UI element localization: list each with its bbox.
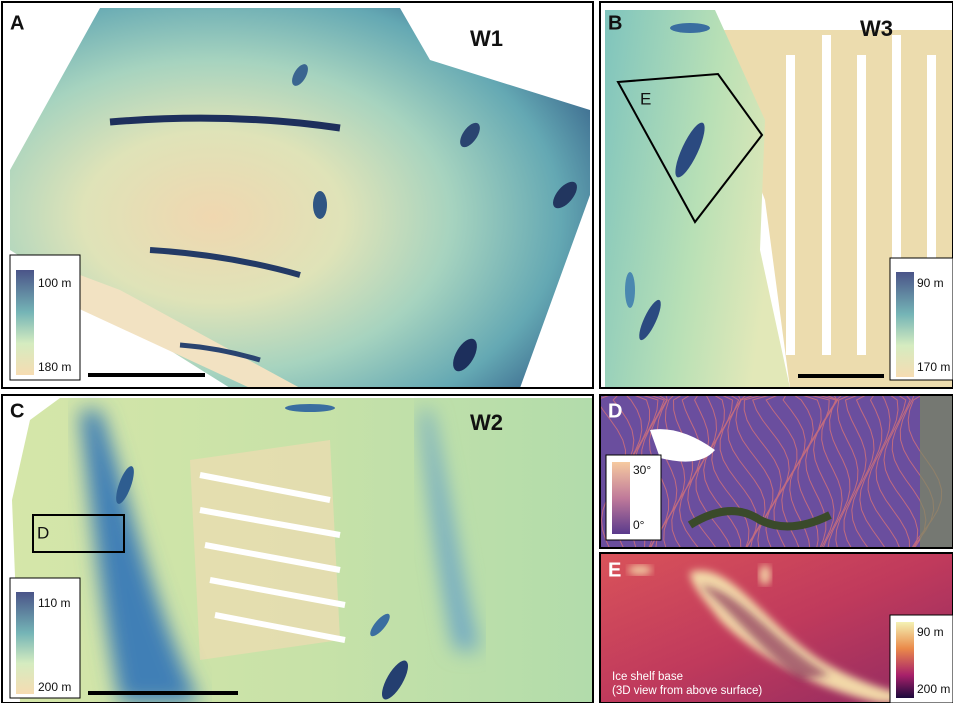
legend-bottom: 170 m <box>917 360 950 374</box>
contour <box>827 395 851 548</box>
feature <box>628 565 652 575</box>
contour <box>851 395 875 548</box>
legend-top: 110 m <box>38 596 70 610</box>
inset-outline <box>616 72 764 224</box>
panel-a <box>10 8 590 388</box>
gap <box>204 542 341 573</box>
gap <box>892 35 901 355</box>
feature <box>639 299 661 341</box>
contour <box>695 395 732 548</box>
ridge <box>687 507 832 531</box>
gap <box>857 55 866 355</box>
feature <box>382 660 408 700</box>
panel-letter: E <box>608 559 621 581</box>
panel-c <box>12 398 593 703</box>
inset-label: D <box>37 523 49 542</box>
contour <box>821 395 843 548</box>
trough <box>80 410 200 703</box>
feature <box>453 338 477 372</box>
contour <box>883 395 919 548</box>
legend-bottom: 0° <box>633 518 645 532</box>
legend-bottom: 200 m <box>38 680 71 694</box>
trough <box>420 410 480 650</box>
feature <box>670 23 710 33</box>
panel-letter: D <box>608 400 622 422</box>
feature <box>460 122 480 148</box>
contour <box>719 395 758 548</box>
contour <box>835 395 859 548</box>
colorbar <box>16 592 34 694</box>
shadow <box>700 585 830 680</box>
colorbar <box>612 462 630 534</box>
ridge <box>690 570 953 703</box>
legend-top: 100 m <box>38 276 71 290</box>
scale-bar <box>88 691 238 695</box>
bathymetry <box>10 8 590 388</box>
colorbar <box>16 270 34 375</box>
inset-outline <box>32 514 125 553</box>
bathymetry <box>605 10 790 388</box>
legend-top: 30° <box>633 463 651 477</box>
panel-border <box>599 552 953 703</box>
feature <box>292 64 308 86</box>
panel-border <box>599 1 953 389</box>
ridge <box>109 114 341 132</box>
legend-bottom: 200 m <box>917 682 950 696</box>
contour <box>655 395 686 548</box>
feature <box>116 466 134 504</box>
legend-bottom: 180 m <box>38 360 71 374</box>
scale-bar <box>798 374 884 378</box>
site-label: W1 <box>470 26 503 51</box>
caption: (3D view from above surface) <box>612 685 762 697</box>
contour <box>867 395 901 548</box>
panel-letter: B <box>608 12 622 34</box>
swath-gaps <box>199 472 346 643</box>
gap <box>199 507 341 538</box>
edge <box>920 395 953 548</box>
panel-letter: C <box>10 400 24 422</box>
contour <box>671 395 702 548</box>
colorbar <box>896 272 914 377</box>
swath <box>40 260 300 388</box>
feature <box>285 404 335 412</box>
colorbar <box>896 622 914 698</box>
gap <box>927 55 936 355</box>
panel-border <box>599 394 953 549</box>
panel-letter: A <box>10 12 24 34</box>
feature <box>553 181 577 209</box>
gap <box>209 577 346 608</box>
contour <box>875 395 911 548</box>
feature <box>370 613 390 637</box>
contour <box>663 395 694 548</box>
caption: Ice shelf base <box>612 671 683 683</box>
site-label: W2 <box>470 410 503 435</box>
contour <box>703 395 742 548</box>
contour <box>843 395 867 548</box>
swath-gaps <box>786 35 936 355</box>
feature <box>759 565 771 585</box>
gap <box>199 472 331 503</box>
panel-border <box>1 1 594 389</box>
site-label: W3 <box>860 16 893 41</box>
legend-top: 90 m <box>917 276 944 290</box>
no-data <box>650 429 715 462</box>
ridge <box>179 342 261 363</box>
feature <box>313 191 327 219</box>
gap <box>214 612 346 643</box>
legend-top: 90 m <box>917 625 944 639</box>
feature <box>675 122 705 178</box>
gap <box>786 55 795 355</box>
contour <box>859 395 886 548</box>
inset-label: E <box>640 89 651 108</box>
panel-border <box>1 394 594 703</box>
ridge <box>149 247 301 278</box>
gap <box>822 35 831 355</box>
scale-bar <box>88 373 205 377</box>
feature <box>625 272 635 308</box>
